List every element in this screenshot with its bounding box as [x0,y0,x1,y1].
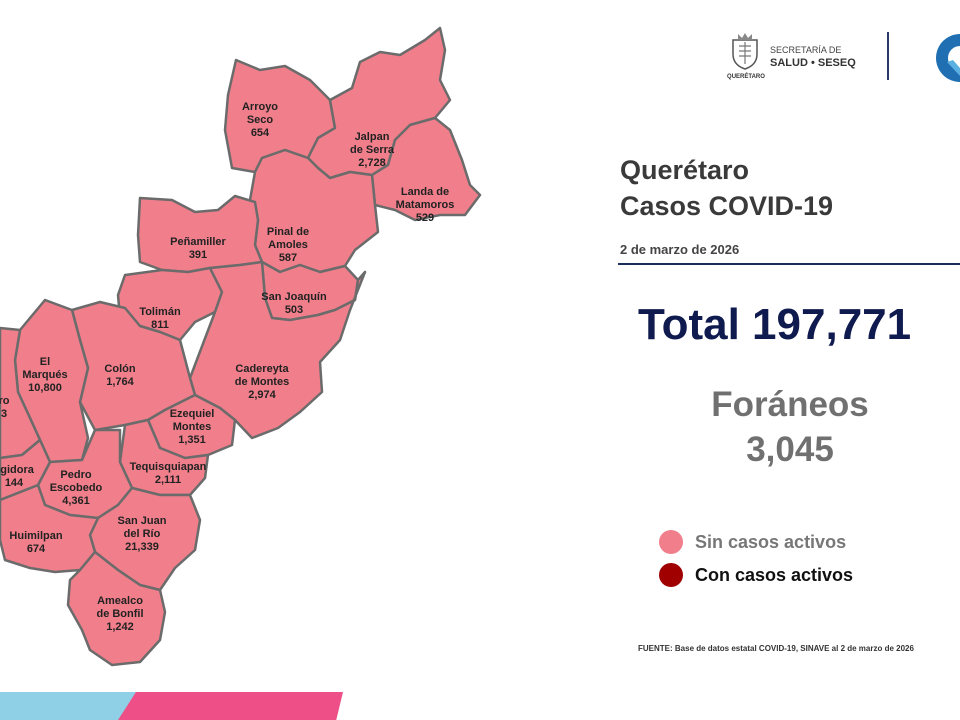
legend-item-no-active: Sin casos activos [659,530,846,554]
cases-tequisquiapan: 2,111 [155,474,181,486]
cases-huimilpan: 674 [27,543,46,555]
logo-text-line2: SALUD • SESEQ [770,57,856,69]
label-landa-de-matamoros: Landa de Matamoros 529 [396,186,455,224]
cases-san-juan-del-rio: 21,339 [125,541,159,553]
label-ezequiel-montes: Ezequiel Montes 1,351 [170,408,215,446]
name-pedro-escobedo: Pedro [60,469,91,481]
cases-ezequiel-montes: 1,351 [178,434,206,446]
name-colon: Colón [104,363,135,375]
name-el-marques: Marqués [22,369,67,381]
cases-arroyo-seco: 654 [251,127,270,139]
label-toliman: Tolimán 811 [139,306,181,331]
name-san-juan-del-rio: del Río [124,528,161,540]
name-amealco-de-bonfil: Amealco [97,595,143,607]
name-cadereyta-de-montes: de Montes [235,376,289,388]
name-queretaro: ro [0,395,10,407]
label-tequisquiapan: Tequisquiapan 2,111 [130,461,207,486]
name-ezequiel-montes: Montes [173,421,212,433]
title-line-1: Querétaro [620,155,750,185]
cases-queretaro: 3 [1,408,7,420]
state-coat-of-arms-icon [732,33,758,70]
label-arroyo-seco: Arroyo Seco 654 [242,101,278,139]
name-jalpan-de-serra: de Serra [350,144,395,156]
label-san-juan-del-rio: San Juan del Río 21,339 [118,515,167,553]
cases-pinal-de-amoles: 587 [279,252,297,264]
foraneos-label: Foráneos [711,385,869,424]
label-corregidora: egidora144 [0,464,35,489]
cases-colon: 1,764 [106,376,134,388]
legend-label-active: Con casos activos [695,564,854,585]
name-jalpan-de-serra: Jalpan [355,131,390,143]
cases-el-marques: 10,800 [28,382,62,394]
cases-pedro-escobedo: 4,361 [62,495,90,507]
queretaro-q-logo-icon [936,34,960,82]
label-el-marques: El Marqués 10,800 [22,356,67,394]
label-queretaro: ro 3 [0,395,10,420]
name-san-juan-del-rio: San Juan [118,515,167,527]
logo-text-line1: SECRETARÍA DE [770,45,842,55]
name-pinal-de-amoles: Pinal de [267,226,309,238]
label-penamiller: Peñamiller 391 [170,236,226,261]
footer-stripe-pink [118,692,343,720]
name-arroyo-seco: Seco [247,114,274,126]
cases-cadereyta-de-montes: 2,974 [248,389,276,401]
name-ezequiel-montes: Ezequiel [170,408,215,420]
page-title: Querétaro Casos COVID-19 [620,152,833,224]
label-pinal-de-amoles: Pinal de Amoles 587 [267,226,309,264]
name-el-marques: El [40,356,50,368]
name-penamiller: Peñamiller [170,236,226,248]
cases-jalpan-de-serra: 2,728 [358,157,386,169]
report-date: 2 de marzo de 2026 [620,242,740,257]
name-amealco-de-bonfil: de Bonfil [96,608,143,620]
total-cases: Total 197,771 [638,300,912,349]
name-arroyo-seco: Arroyo [242,101,278,113]
label-cadereyta-de-montes: Cadereyta de Montes 2,974 [235,363,290,401]
label-jalpan-de-serra: Jalpan de Serra 2,728 [350,131,395,169]
name-pinal-de-amoles: Amoles [268,239,308,251]
title-line-2: Casos COVID-19 [620,191,834,221]
title-divider [618,263,960,265]
name-corregidora: egidora [0,464,35,476]
legend-dot-dark-red [659,563,683,587]
region-corregidora [0,438,52,502]
label-amealco-de-bonfil: Amealco de Bonfil 1,242 [96,595,143,633]
name-san-joaquin: San Joaquín [261,291,327,303]
legend-label-no-active: Sin casos activos [695,531,847,552]
cases-san-joaquin: 503 [285,304,303,316]
seseq-logo: QUERÉTARO SECRETARÍA DE SALUD • SESEQ [725,30,960,90]
cases-landa-de-matamoros: 529 [416,212,434,224]
name-cadereyta-de-montes: Cadereyta [235,363,289,375]
foraneos-value: 3,045 [746,430,834,469]
legend-item-active: Con casos activos [659,563,853,587]
cases-corregidora: 144 [5,477,24,489]
name-landa-de-matamoros: Matamoros [396,199,455,211]
region-amealco-de-bonfil [66,550,167,667]
name-pedro-escobedo: Escobedo [50,482,103,494]
region-landa-de-matamoros [370,116,482,222]
source-note: FUENTE: Base de datos estatal COVID-19, … [638,644,914,653]
label-pedro-escobedo: Pedro Escobedo 4,361 [50,469,103,507]
logo-subtext: QUERÉTARO [727,74,765,80]
label-colon: Colón 1,764 [104,363,135,388]
region-penamiller [136,194,264,274]
cases-toliman: 811 [151,319,169,331]
name-huimilpan: Huimilpan [9,530,62,542]
name-toliman: Tolimán [139,306,181,318]
label-huimilpan: Huimilpan 674 [9,530,62,555]
logo-divider [887,32,889,80]
cases-penamiller: 391 [189,249,207,261]
name-tequisquiapan: Tequisquiapan [130,461,207,473]
cases-amealco-de-bonfil: 1,242 [106,621,134,633]
label-san-joaquin: San Joaquín 503 [261,291,327,316]
legend-dot-light-pink [659,530,683,554]
name-landa-de-matamoros: Landa de [401,186,449,198]
